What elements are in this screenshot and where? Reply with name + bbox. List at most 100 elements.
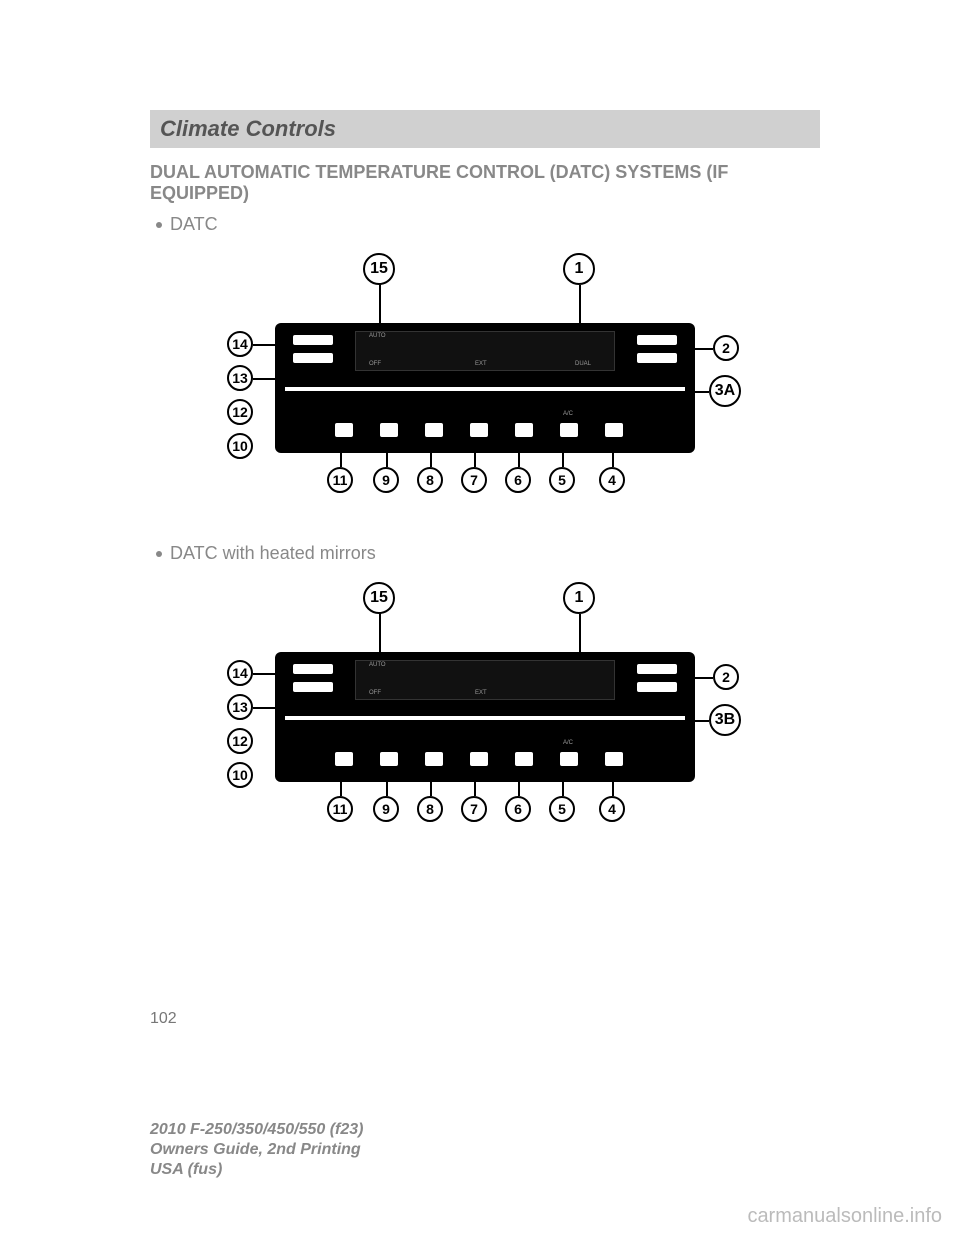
panel-button	[605, 752, 623, 766]
callout: 11	[327, 467, 353, 493]
panel-button	[380, 423, 398, 437]
panel-button	[335, 752, 353, 766]
panel-button	[293, 682, 333, 692]
panel-button	[293, 335, 333, 345]
panel-button	[515, 423, 533, 437]
footer-line: Owners Guide, 2nd Printing	[150, 1140, 363, 1160]
callout: 12	[227, 728, 253, 754]
panel-button	[560, 752, 578, 766]
lead-line	[612, 439, 614, 467]
label-auto: AUTO	[369, 333, 386, 339]
callout: 14	[227, 331, 253, 357]
callout: 15	[363, 253, 395, 285]
callout: 6	[505, 467, 531, 493]
bullet-datc: DATC	[156, 214, 820, 235]
callout: 7	[461, 796, 487, 822]
lead-line	[430, 439, 432, 467]
lead-line	[474, 439, 476, 467]
footer-line: 2010 F-250/350/450/550 (f23)	[150, 1120, 363, 1140]
diagram-datc: AUTO OFF EXT DUAL A/C 15 1 14 13 12 10	[205, 253, 765, 513]
label-off: OFF	[369, 690, 381, 696]
bullet-dot-icon	[156, 551, 162, 557]
callout: 8	[417, 796, 443, 822]
panel-button	[637, 353, 677, 363]
label-ext: EXT	[475, 361, 487, 367]
callout: 9	[373, 796, 399, 822]
control-panel: AUTO OFF EXT A/C	[275, 652, 695, 782]
lead-line	[687, 391, 709, 393]
lead-line	[518, 768, 520, 796]
section-header: Climate Controls	[150, 110, 820, 148]
callout: 4	[599, 467, 625, 493]
subheading: DUAL AUTOMATIC TEMPERATURE CONTROL (DATC…	[150, 162, 820, 204]
callout: 3A	[709, 375, 741, 407]
lead-line	[253, 707, 283, 709]
lead-line	[253, 378, 283, 380]
callout: 9	[373, 467, 399, 493]
lead-line	[612, 768, 614, 796]
lead-line	[386, 439, 388, 467]
callout: 10	[227, 433, 253, 459]
footer-line: USA (fus)	[150, 1160, 363, 1180]
footer-block: 2010 F-250/350/450/550 (f23) Owners Guid…	[150, 1120, 363, 1180]
bullet-datc-mirrors: DATC with heated mirrors	[156, 543, 820, 564]
lead-line	[562, 768, 564, 796]
callout: 13	[227, 365, 253, 391]
page: Climate Controls DUAL AUTOMATIC TEMPERAT…	[0, 0, 960, 1242]
panel-button	[380, 752, 398, 766]
panel-button	[335, 423, 353, 437]
lead-line	[340, 439, 342, 467]
panel-divider	[285, 387, 685, 391]
panel-button	[637, 335, 677, 345]
label-auto: AUTO	[369, 662, 386, 668]
panel-button	[293, 664, 333, 674]
lead-line	[253, 673, 283, 675]
callout: 7	[461, 467, 487, 493]
panel-button	[470, 423, 488, 437]
callout: 13	[227, 694, 253, 720]
label-ext: EXT	[475, 690, 487, 696]
panel-button	[560, 423, 578, 437]
lead-line	[687, 677, 713, 679]
bullet-text: DATC	[170, 214, 218, 234]
control-panel: AUTO OFF EXT DUAL A/C	[275, 323, 695, 453]
callout: 14	[227, 660, 253, 686]
lead-line	[687, 348, 713, 350]
callout: 12	[227, 399, 253, 425]
lead-line	[340, 768, 342, 796]
page-number: 102	[150, 1010, 177, 1028]
panel-button	[425, 423, 443, 437]
lead-line	[579, 614, 581, 660]
callout: 3B	[709, 704, 741, 736]
panel-button	[293, 353, 333, 363]
panel-button	[605, 423, 623, 437]
callout: 11	[327, 796, 353, 822]
callout: 2	[713, 335, 739, 361]
callout: 1	[563, 253, 595, 285]
lead-line	[430, 768, 432, 796]
lead-line	[379, 285, 381, 331]
panel-button	[637, 664, 677, 674]
callout: 6	[505, 796, 531, 822]
panel-button	[470, 752, 488, 766]
lead-line	[379, 614, 381, 660]
callout: 8	[417, 467, 443, 493]
lead-line	[562, 439, 564, 467]
bullet-dot-icon	[156, 222, 162, 228]
panel-button	[515, 752, 533, 766]
callout: 4	[599, 796, 625, 822]
watermark: carmanualsonline.info	[747, 1205, 942, 1228]
lead-line	[253, 344, 283, 346]
label-ac: A/C	[563, 740, 573, 746]
bullet-text: DATC with heated mirrors	[170, 543, 376, 563]
lead-line	[386, 768, 388, 796]
lead-line	[518, 439, 520, 467]
diagram-datc-mirrors: AUTO OFF EXT A/C 15 1 14 13 12 10 2 3B 1…	[205, 582, 765, 842]
lead-line	[474, 768, 476, 796]
lead-line	[687, 720, 709, 722]
callout: 1	[563, 582, 595, 614]
callout: 5	[549, 796, 575, 822]
lead-line	[579, 285, 581, 331]
label-off: OFF	[369, 361, 381, 367]
callout: 15	[363, 582, 395, 614]
